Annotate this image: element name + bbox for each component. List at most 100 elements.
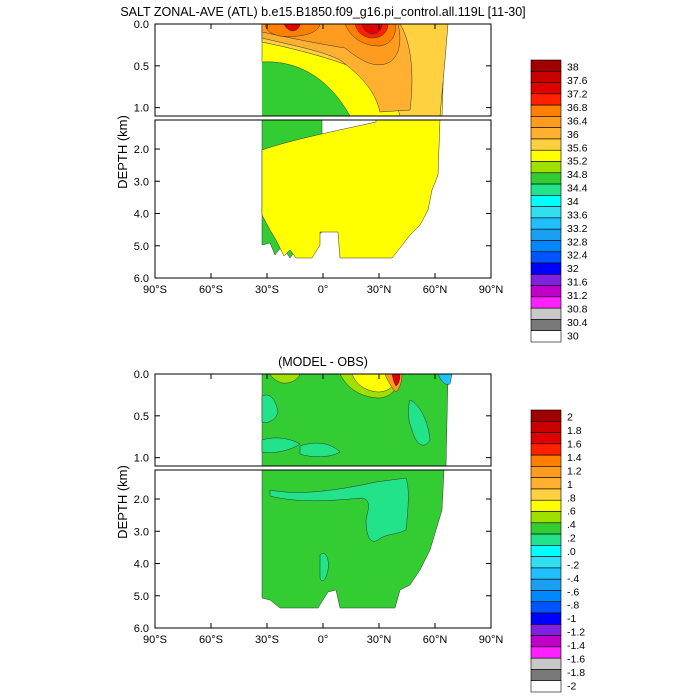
colorbar-label: 33.6 [567, 209, 588, 221]
colorbar-box [530, 669, 562, 682]
colorbar-label: .8 [567, 492, 576, 504]
diff-fill-lime-b [269, 374, 301, 384]
colorbar-label: 32.8 [567, 236, 588, 248]
panel1-title: SALT ZONAL-AVE (ATL) b.e15.B1850.f09_g16… [120, 5, 525, 19]
colorbar-box [530, 522, 562, 535]
x-tick-label: 90°S [143, 284, 167, 296]
y-tick-label: 3.0 [134, 526, 149, 538]
colorbar-box [530, 70, 562, 83]
y-tick-label: 2.0 [134, 144, 149, 156]
colorbar-label: 35.2 [567, 156, 588, 168]
colorbar-label: -.6 [567, 586, 579, 598]
colorbar-label: -.8 [567, 600, 579, 612]
colorbar-box [530, 195, 562, 207]
x-tick-label: 30°S [255, 634, 279, 646]
y-tick-label: 2.0 [134, 494, 149, 506]
colorbar-label: 36.8 [567, 102, 588, 114]
colorbar-label: 30 [567, 330, 579, 342]
y-tick-label: 0.5 [134, 411, 149, 423]
x-tick-label: 90°N [479, 284, 504, 296]
colorbar-box [530, 59, 562, 72]
colorbar-label: 32.4 [567, 250, 588, 262]
y-tick-label: 5.0 [134, 591, 149, 603]
y-tick-label: 6.0 [134, 623, 149, 635]
colorbar-box [530, 262, 562, 275]
colorbar-box [530, 149, 562, 162]
y-tick-label: 0.0 [134, 369, 149, 381]
deep-fill-yellow [261, 120, 441, 259]
colorbar-box [530, 138, 562, 151]
y-tick-label: 4.0 [134, 209, 149, 221]
colorbar-label: 37.2 [567, 89, 588, 101]
colorbar-box [530, 612, 562, 625]
colorbar-label: 34.4 [567, 183, 588, 195]
colorbar-box [530, 567, 562, 580]
colorbar-label: .4 [567, 519, 576, 531]
colorbar-label: 38 [567, 62, 579, 74]
panel1-y-axis-label: DEPTH (km) [115, 115, 130, 189]
colorbar-box [530, 240, 562, 253]
y-tick-label: 0.0 [134, 19, 149, 31]
colorbar-label: -1 [567, 613, 576, 625]
colorbar-box [530, 601, 562, 614]
colorbar-box [530, 680, 562, 693]
colorbar-label: 30.8 [567, 303, 588, 315]
colorbar-label: -1.2 [567, 627, 585, 639]
colorbar-label: 37.6 [567, 75, 588, 87]
colorbar-box [530, 206, 562, 219]
colorbar-label: 1 [567, 479, 573, 491]
colorbar-label: -.4 [567, 573, 579, 585]
colorbar-box [530, 409, 562, 422]
colorbar-box [530, 533, 562, 546]
panel1-upper-field [261, 24, 449, 116]
panel2-y-axis-label: DEPTH (km) [115, 465, 130, 539]
x-tick-label: 30°S [255, 284, 279, 296]
colorbar-label: 36.4 [567, 115, 588, 127]
x-tick-label: 90°S [143, 634, 167, 646]
colorbar-label: 2 [567, 412, 573, 424]
colorbar-label: -2 [567, 680, 576, 692]
colorbar-label: 34 [567, 196, 579, 208]
panel2-colorbar: 21.81.61.41.21.8.6.4.2.0-.2-.4-.6-.8-1-1… [530, 409, 585, 693]
colorbar-box [530, 466, 562, 478]
colorbar-label: .2 [567, 533, 576, 545]
colorbar-box [530, 228, 562, 241]
colorbar-box [530, 127, 562, 140]
deep-diff-cyan-small [319, 553, 329, 581]
colorbar-box [530, 511, 562, 524]
colorbar-box [530, 116, 562, 128]
colorbar-box [530, 454, 562, 467]
colorbar-label: 1.4 [567, 452, 582, 464]
panel1-lower-field [261, 120, 441, 259]
colorbar-label: 30.4 [567, 317, 588, 329]
colorbar-box [530, 296, 562, 309]
salt-zonal-ave-panel: SALT ZONAL-AVE (ATL) b.e15.B1850.f09_g16… [115, 5, 588, 343]
ocean-fill-red-small [283, 24, 301, 32]
panel2-lower-field [261, 470, 445, 609]
panel2-y-ticks: 0.0 0.5 1.0 2.0 3.0 4.0 5.0 6.0 [134, 369, 491, 635]
colorbar-box [530, 307, 562, 320]
colorbar-label: 1.8 [567, 425, 582, 437]
colorbar-label: -1.4 [567, 640, 585, 652]
x-tick-label: 30°N [367, 284, 392, 296]
colorbar-box [530, 330, 562, 343]
diff-fill-cyan-d [408, 399, 431, 446]
colorbar-label: -.2 [567, 559, 579, 571]
panel2-title: (MODEL - OBS) [278, 355, 368, 369]
diff-fill-cyan-a [261, 394, 279, 423]
colorbar-box [530, 578, 562, 591]
y-tick-label: 4.0 [134, 559, 149, 571]
y-tick-label: 0.5 [134, 61, 149, 73]
diff-fill-cyan-c [261, 437, 301, 453]
diff-fill-blue-edge [437, 374, 453, 385]
colorbar-label: 1.2 [567, 465, 582, 477]
x-tick-label: 60°N [423, 284, 448, 296]
colorbar-box [530, 420, 562, 433]
diff-fill-cyan-b [299, 442, 341, 457]
colorbar-label: 34.8 [567, 169, 588, 181]
colorbar-box [530, 172, 562, 185]
panel1-colorbar: 3837.637.236.836.43635.635.234.834.43433… [530, 59, 588, 343]
colorbar-box [530, 82, 562, 95]
colorbar-box [530, 217, 562, 230]
